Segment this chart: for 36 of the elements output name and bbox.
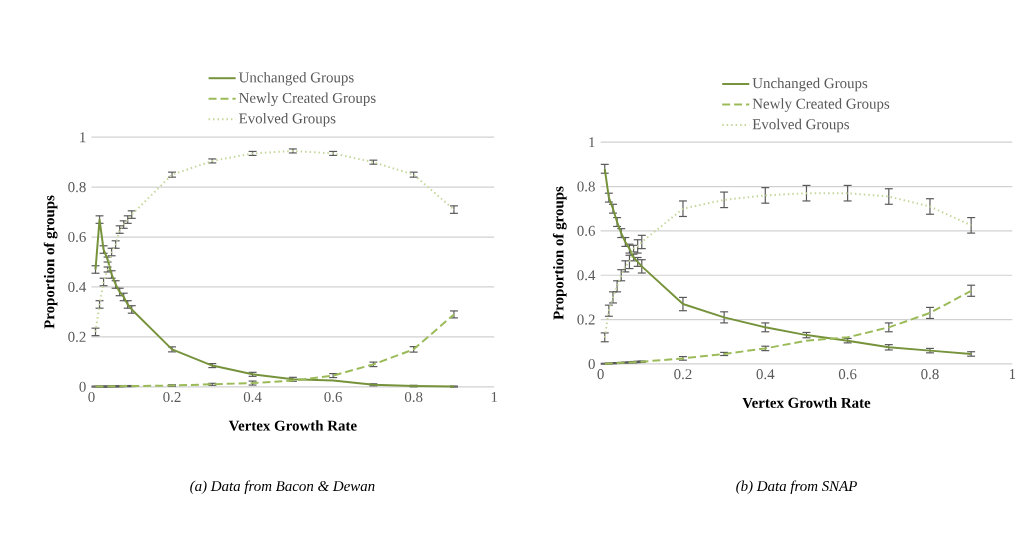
x-tick-label: 1 [1009,369,1016,379]
y-tick-label: 0.8 [577,181,595,192]
y-tick-label: 0.6 [577,225,595,236]
x-tick-label: 0.6 [324,392,342,403]
x-tick-label: 0 [597,369,604,380]
y-tick-label: 0.4 [577,270,596,281]
y-tick-label: 1 [589,137,595,148]
y-tick-label: 0.8 [68,182,86,193]
x-tick-label: 0.4 [243,392,262,403]
x-axis-title: Vertex Growth Rate [742,397,871,408]
x-tick-label: 0.2 [163,392,181,403]
y-axis-title: Proportion of groups [552,186,567,320]
y-tick-label: 0.2 [577,314,595,325]
x-tick-label: 1 [491,391,498,402]
x-tick-label: 0.6 [838,369,857,380]
legend-label: Newly Created Groups [239,92,376,107]
x-tick-label: 0.4 [756,369,775,380]
legend-label: Unchanged Groups [752,77,868,92]
y-tick-label: 0 [79,381,86,392]
y-tick-label: 0.6 [68,232,86,243]
y-tick-label: 0.2 [68,331,86,342]
text: (b) Data from SNAP [736,480,857,495]
x-tick-label: 0 [88,392,95,403]
legend-label: Evolved Groups [239,112,336,127]
x-tick-label: 0.8 [404,392,423,403]
x-tick-label: 0.8 [921,369,939,380]
x-tick-label: 0.2 [674,369,692,380]
legend-label: Newly Created Groups [752,98,890,112]
legend-label: Evolved Groups [752,118,850,133]
text: (a) Data from Bacon & Dewan [190,480,375,495]
legend-label: Unchanged Groups [238,71,354,86]
y-tick-label: 0 [588,358,595,369]
y-tick-label: 0.4 [68,281,87,293]
x-axis-title: Vertex Growth Rate [228,420,357,431]
y-tick-label: 1 [80,132,86,143]
y-axis-title: Proportion of groups [43,195,58,329]
